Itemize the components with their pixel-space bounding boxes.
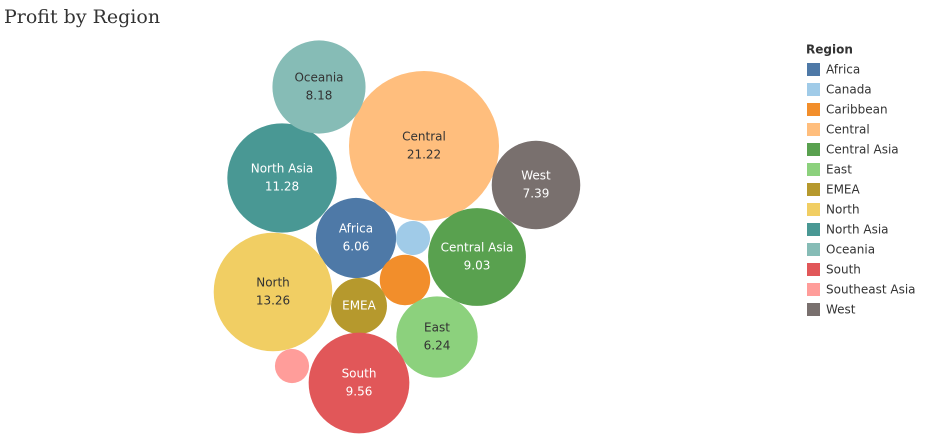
legend-label: EMEA bbox=[826, 183, 861, 197]
bubble bbox=[396, 296, 478, 378]
legend-swatch bbox=[807, 223, 820, 236]
bubble-value: 9.03 bbox=[464, 259, 491, 273]
bubble-label: North bbox=[256, 276, 290, 290]
bubble-label: North Asia bbox=[251, 162, 314, 176]
legend-label: Central bbox=[826, 123, 870, 137]
legend-label: West bbox=[826, 303, 856, 317]
bubble-label: Central Asia bbox=[441, 241, 514, 255]
legend-swatch bbox=[807, 183, 820, 196]
bubble bbox=[428, 208, 526, 306]
legend-label: North bbox=[826, 203, 860, 217]
legend-swatch bbox=[807, 103, 820, 116]
bubble-value: 7.39 bbox=[523, 187, 550, 201]
legend-label: Caribbean bbox=[826, 103, 888, 117]
legend-label: Africa bbox=[826, 63, 860, 77]
bubble bbox=[395, 220, 431, 256]
chart-title: Profit by Region bbox=[4, 6, 160, 28]
bubble-label: South bbox=[342, 367, 377, 381]
legend-label: North Asia bbox=[826, 223, 889, 237]
legend-swatch bbox=[807, 283, 820, 296]
legend-label: Oceania bbox=[826, 243, 875, 257]
bubble-value: 9.56 bbox=[346, 385, 373, 399]
legend-swatch bbox=[807, 143, 820, 156]
legend-swatch bbox=[807, 303, 820, 316]
bubble-value: 13.26 bbox=[256, 294, 290, 308]
bubble-label: Africa bbox=[339, 222, 373, 236]
bubble bbox=[331, 278, 387, 334]
bubble-label: Oceania bbox=[294, 71, 343, 85]
bubble-value: 6.24 bbox=[424, 339, 451, 353]
legend-swatch bbox=[807, 243, 820, 256]
bubble-value: 21.22 bbox=[407, 148, 441, 162]
legend-label: Southeast Asia bbox=[826, 283, 916, 297]
legend-swatch bbox=[807, 123, 820, 136]
bubble bbox=[315, 197, 397, 279]
bubble-value: 6.06 bbox=[343, 240, 370, 254]
legend-swatch bbox=[807, 203, 820, 216]
bubble bbox=[379, 254, 431, 306]
bubble bbox=[213, 232, 333, 352]
legend-title: Region bbox=[806, 43, 853, 57]
legend-label: East bbox=[826, 163, 852, 177]
bubble bbox=[274, 348, 310, 384]
bubble-value: 8.18 bbox=[306, 89, 333, 103]
legend-label: Central Asia bbox=[826, 143, 899, 157]
bubble-label: East bbox=[424, 321, 450, 335]
bubble-label: EMEA bbox=[342, 299, 377, 313]
bubble-label: West bbox=[521, 169, 551, 183]
legend-swatch bbox=[807, 263, 820, 276]
legend-label: South bbox=[826, 263, 861, 277]
bubble bbox=[227, 123, 337, 233]
legend-swatch bbox=[807, 163, 820, 176]
legend-label: Canada bbox=[826, 83, 872, 97]
bubble-value: 11.28 bbox=[265, 180, 299, 194]
legend-swatch bbox=[807, 63, 820, 76]
legend-swatch bbox=[807, 83, 820, 96]
bubble-label: Central bbox=[402, 130, 446, 144]
bubble bbox=[349, 71, 499, 221]
bubble bbox=[491, 140, 581, 230]
bubble bbox=[272, 40, 366, 134]
bubble bbox=[308, 332, 410, 434]
